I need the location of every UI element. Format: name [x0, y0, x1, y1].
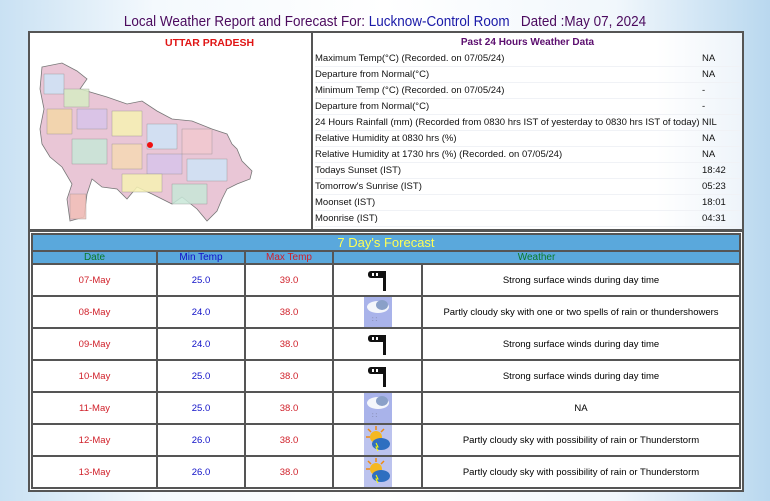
past-data-label: Relative Humidity at 1730 hrs (%) (Recor… — [315, 149, 563, 160]
wind-icon — [332, 327, 423, 361]
forecast-max-temp: 38.0 — [244, 327, 334, 361]
forecast-min-temp: 25.0 — [156, 359, 246, 393]
forecast-max-temp: 38.0 — [244, 455, 334, 489]
forecast-row: 09-May 24.0 38.0 Strong surface winds du… — [31, 327, 741, 361]
past-data-label: Departure from Normal(°C) — [315, 101, 430, 112]
svg-text:: :: : : — [372, 317, 377, 323]
past-data-value: NA — [702, 133, 716, 144]
forecast-min-temp: 26.0 — [156, 423, 246, 457]
past-data-value: - — [702, 85, 706, 96]
lucknow-marker-icon — [147, 142, 153, 148]
forecast-row: 12-May 26.0 38.0 Partly cloudy sky with … — [31, 423, 741, 457]
wind-icon — [332, 359, 423, 393]
cloud-rain-icon: : : — [332, 391, 423, 425]
past-data-value: 04:31 — [702, 213, 726, 224]
past-data-row: Departure from Normal(°C) - — [315, 99, 740, 115]
past-data-row: Moonset (IST) 18:01 — [315, 195, 740, 211]
forecast-weather: Partly cloudy sky with possibility of ra… — [421, 455, 741, 489]
past-data-label: Maximum Temp(°C) (Recorded. on 07/05/24) — [315, 53, 505, 64]
past-data-value: NA — [702, 69, 716, 80]
title-prefix: Local Weather Report and Forecast For: — [123, 14, 365, 30]
past-data-row: Maximum Temp(°C) (Recorded. on 07/05/24)… — [315, 51, 740, 67]
past-data-row: Moonrise (IST) 04:31 — [315, 211, 740, 227]
sun-thunder-cloud-icon — [332, 455, 423, 489]
forecast-weather: Strong surface winds during day time — [421, 327, 741, 361]
title-date: Dated :May 07, 2024 — [520, 14, 647, 30]
forecast-min-temp: 25.0 — [156, 391, 246, 425]
forecast-row: 10-May 25.0 38.0 Strong surface winds du… — [31, 359, 741, 393]
forecast-date: 09-May — [31, 327, 158, 361]
past-data-row: Minimum Temp (°C) (Recorded. on 07/05/24… — [315, 83, 740, 99]
svg-text:: :: : : — [372, 413, 377, 419]
cloud-rain-icon: : : — [332, 295, 423, 329]
forecast-row: 08-May 24.0 38.0 : : Partly cloudy sky w… — [31, 295, 741, 329]
forecast-max-temp: 38.0 — [244, 295, 334, 329]
past-data-value: 05:23 — [702, 181, 726, 192]
past-data-value: NA — [702, 149, 716, 160]
past-data-label: 24 Hours Rainfall (mm) (Recorded from 08… — [315, 117, 700, 128]
sun-thunder-cloud-icon — [332, 423, 423, 457]
forecast-weather: Strong surface winds during day time — [421, 263, 741, 297]
past-data-label: Relative Humidity at 0830 hrs (%) — [315, 133, 457, 144]
past-data-label: Minimum Temp (°C) (Recorded. on 07/05/24… — [315, 85, 505, 96]
past-data-value: 18:01 — [702, 197, 726, 208]
forecast-row: 07-May 25.0 39.0 Strong surface winds du… — [31, 263, 741, 297]
forecast-max-temp: 38.0 — [244, 391, 334, 425]
title-location: Lucknow-Control Room — [368, 14, 510, 30]
past-data-row: 24 Hours Rainfall (mm) (Recorded from 08… — [315, 115, 740, 131]
past-data-label: Moonrise (IST) — [315, 213, 378, 224]
forecast-table: 7 Day's Forecast Date Min Temp Max Temp … — [31, 233, 741, 489]
forecast-max-temp: 38.0 — [244, 359, 334, 393]
forecast-title: 7 Day's Forecast — [31, 233, 741, 252]
forecast-row: 13-May 26.0 38.0 Partly cloudy sky with … — [31, 455, 741, 489]
col-max-temp: Max Temp — [244, 250, 334, 265]
past-data-label: Departure from Normal(°C) — [315, 69, 430, 80]
past-data-row: Relative Humidity at 1730 hrs (%) (Recor… — [315, 147, 740, 163]
forecast-max-temp: 38.0 — [244, 423, 334, 457]
forecast-date: 12-May — [31, 423, 158, 457]
col-min-temp: Min Temp — [156, 250, 246, 265]
forecast-min-temp: 24.0 — [156, 295, 246, 329]
forecast-date: 13-May — [31, 455, 158, 489]
top-section: UTTAR PRADESH Past 24 Hours Weather Data… — [28, 31, 744, 231]
past-data-row: Todays Sunset (IST) 18:42 — [315, 163, 740, 179]
past-data-value: - — [702, 101, 706, 112]
past-data-label: Tomorrow's Sunrise (IST) — [315, 181, 422, 192]
forecast-weather: Partly cloudy sky with possibility of ra… — [421, 423, 741, 457]
forecast-weather: NA — [421, 391, 741, 425]
wind-icon — [332, 263, 423, 297]
forecast-date: 11-May — [31, 391, 158, 425]
past-data-value: NIL — [702, 117, 717, 128]
forecast-date: 10-May — [31, 359, 158, 393]
past-data-label: Todays Sunset (IST) — [315, 165, 402, 176]
forecast-max-temp: 39.0 — [244, 263, 334, 297]
past-24-hours-panel: Past 24 Hours Weather Data Maximum Temp(… — [313, 33, 742, 229]
past-data-label: Moonset (IST) — [315, 197, 376, 208]
forecast-min-temp: 25.0 — [156, 263, 246, 297]
forecast-row: 11-May 25.0 38.0 : : NA — [31, 391, 741, 425]
map-title: UTTAR PRADESH — [165, 37, 255, 49]
page-title: Local Weather Report and Forecast For: L… — [27, 14, 743, 30]
forecast-min-temp: 24.0 — [156, 327, 246, 361]
past-data-value: NA — [702, 53, 716, 64]
past-data-row: Departure from Normal(°C) NA — [315, 67, 740, 83]
forecast-date: 07-May — [31, 263, 158, 297]
forecast-weather: Partly cloudy sky with one or two spells… — [421, 295, 741, 329]
forecast-weather: Strong surface winds during day time — [421, 359, 741, 393]
uttar-pradesh-map — [39, 62, 253, 222]
map-panel: UTTAR PRADESH — [30, 33, 313, 229]
past-data-value: 18:42 — [702, 165, 726, 176]
forecast-min-temp: 26.0 — [156, 455, 246, 489]
past-24-title: Past 24 Hours Weather Data — [460, 37, 595, 48]
col-weather: Weather — [332, 250, 741, 265]
forecast-panel: 7 Day's Forecast Date Min Temp Max Temp … — [28, 230, 744, 492]
forecast-date: 08-May — [31, 295, 158, 329]
past-data-row: Tomorrow's Sunrise (IST) 05:23 — [315, 179, 740, 195]
past-data-row: Relative Humidity at 0830 hrs (%) NA — [315, 131, 740, 147]
col-date: Date — [31, 250, 158, 265]
